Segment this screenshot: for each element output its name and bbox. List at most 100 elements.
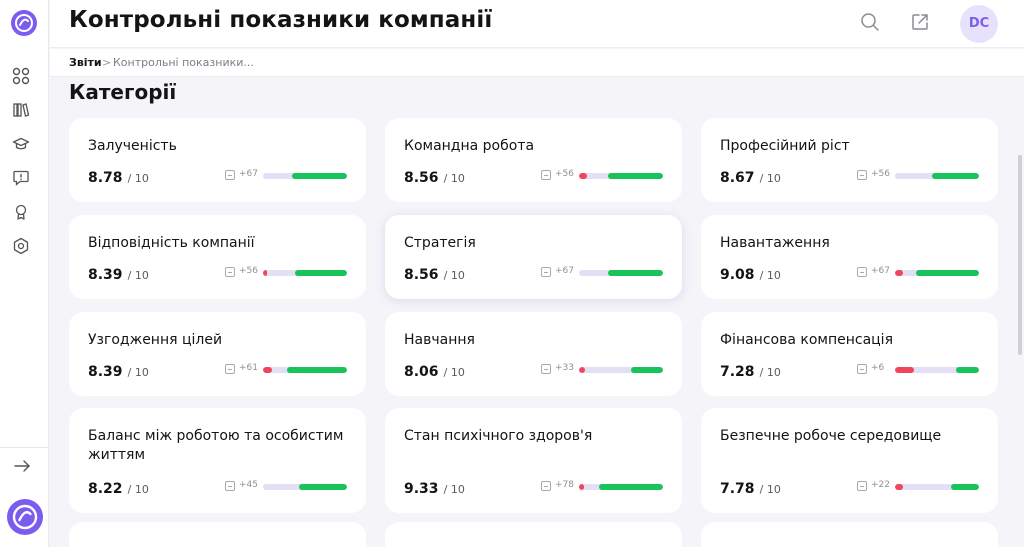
category-card-partial[interactable] [69, 522, 366, 547]
sidebar-divider [0, 447, 49, 448]
responses-icon [541, 481, 551, 491]
response-count: +67 [555, 266, 574, 276]
category-name: Навчання [404, 332, 475, 348]
dashboard-icon[interactable] [12, 67, 30, 85]
award-icon[interactable] [12, 203, 30, 221]
sentiment-bar [263, 367, 347, 373]
responses-icon [541, 364, 551, 374]
graduation-cap-icon[interactable] [12, 135, 30, 153]
avatar[interactable]: DC [960, 5, 998, 43]
category-name: Стратегія [404, 235, 476, 251]
sentiment-bar [895, 270, 979, 276]
sentiment-bar [579, 367, 663, 373]
responses-icon [857, 170, 867, 180]
category-score: 8.78 / 10 [88, 170, 149, 186]
category-score: 8.39 / 10 [88, 364, 149, 380]
responses-icon [857, 267, 867, 277]
positive-segment [299, 484, 347, 490]
responses-icon [225, 364, 235, 374]
category-name: Навантаження [720, 235, 830, 251]
category-card[interactable]: Навантаження 9.08 / 10 +67 [701, 215, 998, 299]
category-score: 8.39 / 10 [88, 267, 149, 283]
page-scrollbar[interactable] [1018, 155, 1022, 355]
response-count: +61 [239, 363, 258, 373]
category-card[interactable]: Узгодження цілей 8.39 / 10 +61 [69, 312, 366, 396]
app-logo-icon[interactable] [11, 10, 37, 36]
response-count: +56 [239, 266, 258, 276]
category-name: Баланс між роботою та особистим життям [88, 428, 344, 463]
response-count: +6 [871, 363, 885, 373]
breadcrumb-separator: > [102, 56, 112, 69]
category-name: Професійний ріст [720, 138, 850, 154]
assistant-logo-icon[interactable] [7, 499, 43, 535]
library-icon[interactable] [12, 101, 30, 119]
breadcrumb-current: Контрольні показники... [113, 56, 254, 69]
breadcrumb-root-link[interactable]: Звіти [69, 56, 102, 69]
sentiment-bar [579, 173, 663, 179]
category-score: 8.22 / 10 [88, 481, 149, 497]
positive-segment [291, 173, 347, 179]
category-name: Стан психічного здоров'я [404, 428, 593, 444]
responses-icon [541, 267, 551, 277]
positive-segment [607, 173, 663, 179]
settings-icon[interactable] [12, 237, 30, 255]
sentiment-bar [895, 367, 979, 373]
category-card[interactable]: Фінансова компенсація 7.28 / 10 +6 [701, 312, 998, 396]
responses-icon [225, 170, 235, 180]
category-card[interactable]: Професійний ріст 8.67 / 10 +56 [701, 118, 998, 202]
feedback-icon[interactable] [12, 169, 30, 187]
sentiment-bar [579, 484, 663, 490]
category-card[interactable]: Залученість 8.78 / 10 +67 [69, 118, 366, 202]
responses-icon [857, 364, 867, 374]
response-count: +56 [871, 169, 890, 179]
negative-segment [579, 367, 585, 373]
category-name: Безпечне робоче середовище [720, 428, 942, 444]
positive-segment [294, 270, 347, 276]
search-icon[interactable] [860, 12, 880, 32]
positive-segment [599, 484, 663, 490]
category-card[interactable]: Навчання 8.06 / 10 +33 [385, 312, 682, 396]
category-card[interactable]: Стан психічного здоров'я 9.33 / 10 +78 [385, 408, 682, 513]
category-score: 9.08 / 10 [720, 267, 781, 283]
category-card[interactable]: Відповідність компанії 8.39 / 10 +56 [69, 215, 366, 299]
response-count: +33 [555, 363, 574, 373]
response-count: +67 [239, 169, 258, 179]
response-count: +78 [555, 480, 574, 490]
export-icon[interactable] [910, 12, 930, 32]
category-score: 8.56 / 10 [404, 170, 465, 186]
category-card-partial[interactable] [701, 522, 998, 547]
category-card[interactable]: Командна робота 8.56 / 10 +56 [385, 118, 682, 202]
responses-icon [225, 267, 235, 277]
category-score: 8.06 / 10 [404, 364, 465, 380]
negative-segment [263, 367, 273, 373]
category-card[interactable]: Безпечне робоче середовище 7.78 / 10 +22 [701, 408, 998, 513]
sentiment-bar [895, 173, 979, 179]
breadcrumb: Звіти > Контрольні показники... [50, 49, 1024, 77]
category-score: 9.33 / 10 [404, 481, 465, 497]
negative-segment [895, 484, 904, 490]
positive-segment [951, 484, 979, 490]
category-card[interactable]: Стратегія 8.56 / 10 +67 [385, 215, 682, 299]
arrow-right-icon[interactable] [13, 458, 31, 474]
positive-segment [286, 367, 347, 373]
category-name: Фінансова компенсація [720, 332, 893, 348]
positive-segment [631, 367, 663, 373]
section-title: Категорії [69, 80, 177, 104]
category-name: Узгодження цілей [88, 332, 223, 348]
positive-segment [916, 270, 979, 276]
responses-icon [857, 481, 867, 491]
sentiment-bar [263, 484, 347, 490]
positive-segment [956, 367, 979, 373]
category-name: Відповідність компанії [88, 235, 255, 251]
sidebar [0, 0, 49, 547]
category-card-partial[interactable] [385, 522, 682, 547]
responses-icon [225, 481, 235, 491]
category-name: Залученість [88, 138, 177, 154]
category-score: 7.78 / 10 [720, 481, 781, 497]
sentiment-bar [263, 270, 347, 276]
positive-segment [931, 173, 979, 179]
response-count: +45 [239, 480, 258, 490]
negative-segment [895, 367, 915, 373]
category-card[interactable]: Баланс між роботою та особистим життям 8… [69, 408, 366, 513]
sentiment-bar [579, 270, 663, 276]
